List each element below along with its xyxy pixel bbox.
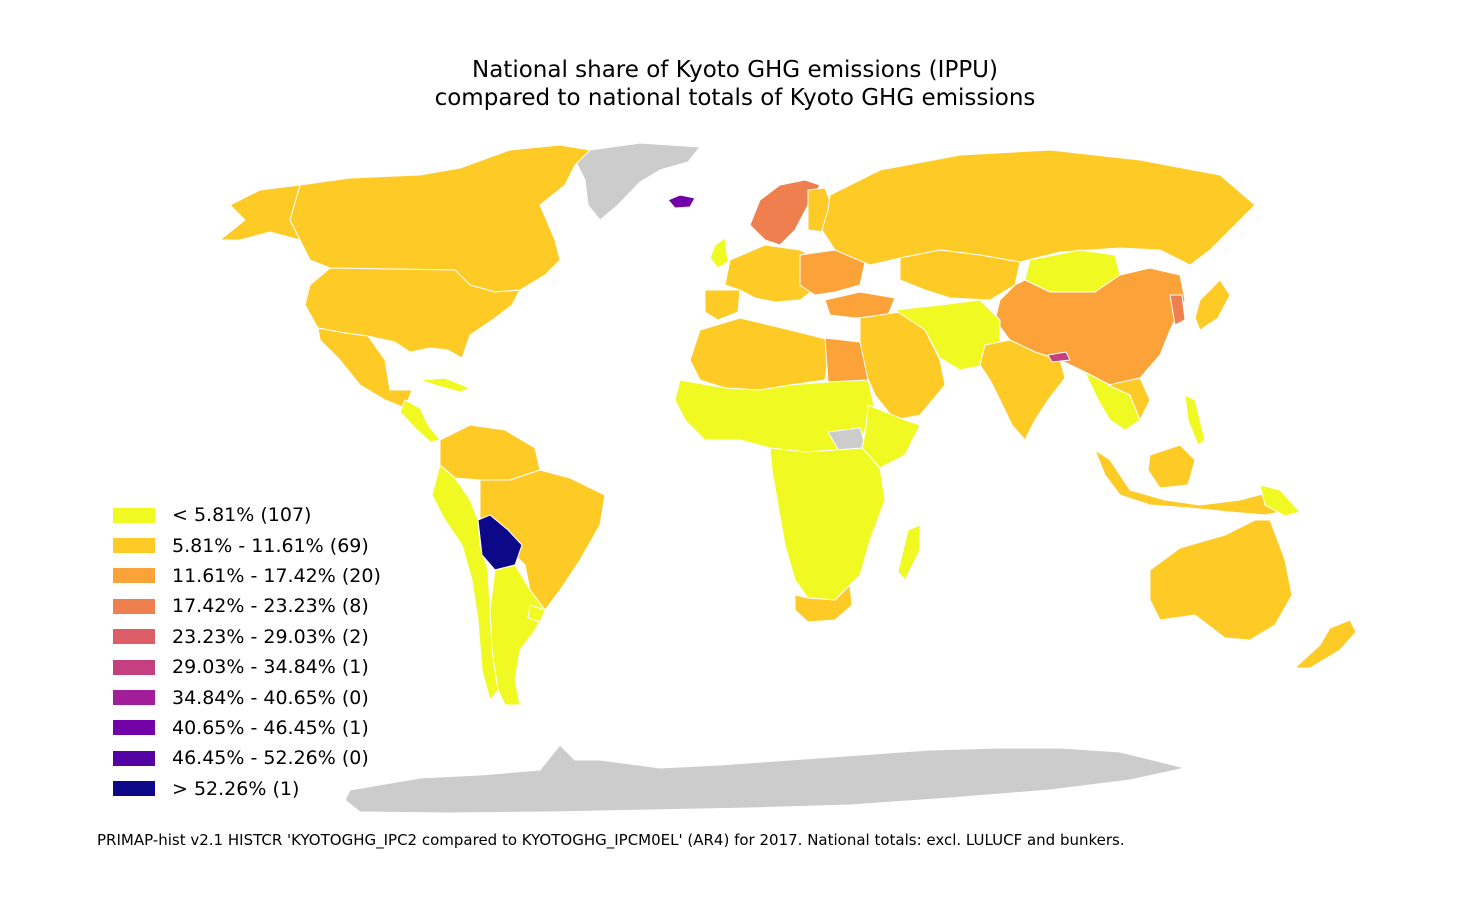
- legend-label: 34.84% - 40.65% (0): [172, 686, 369, 709]
- legend-swatch: [113, 720, 155, 736]
- legend-label: 46.45% - 52.26% (0): [172, 747, 369, 770]
- region-uruguay: [527, 604, 546, 623]
- legend-item: 46.45% - 52.26% (0): [113, 743, 381, 773]
- legend-item: 40.65% - 46.45% (1): [113, 713, 381, 743]
- legend-item: 23.23% - 29.03% (2): [113, 622, 381, 652]
- legend-item: 34.84% - 40.65% (0): [113, 682, 381, 712]
- region-philippines: [1184, 394, 1206, 446]
- legend-swatch: [113, 659, 155, 675]
- legend-label: 23.23% - 29.03% (2): [172, 625, 369, 648]
- legend-swatch: [113, 568, 155, 584]
- region-central-asia: [899, 249, 1021, 301]
- map-title-line-2: compared to national totals of Kyoto GHG…: [434, 85, 1036, 111]
- region-western-europe: [724, 244, 821, 303]
- legend-swatch: [113, 750, 155, 766]
- legend-label: > 52.26% (1): [172, 777, 300, 800]
- region-australia: [1149, 519, 1293, 641]
- legend-label: 11.61% - 17.42% (20): [172, 564, 381, 587]
- region-iberia: [704, 289, 741, 321]
- legend-item: 11.61% - 17.42% (20): [113, 561, 381, 591]
- region-new-zealand: [1294, 619, 1357, 669]
- region-nepal: [1047, 351, 1071, 363]
- legend-item: < 5.81% (107): [113, 500, 381, 530]
- region-canada: [289, 144, 591, 293]
- region-south-america-north: [439, 424, 541, 481]
- region-horn-of-africa: [861, 404, 921, 469]
- legend-label: 5.81% - 11.61% (69): [172, 534, 369, 557]
- region-bolivia: [477, 514, 523, 571]
- legend-item: 29.03% - 34.84% (1): [113, 652, 381, 682]
- region-japan: [1194, 279, 1231, 331]
- region-greenland: [574, 142, 701, 221]
- legend-item: 5.81% - 11.61% (69): [113, 530, 381, 560]
- legend-label: < 5.81% (107): [172, 504, 312, 527]
- region-iceland: [667, 194, 696, 209]
- region-north-africa: [689, 317, 831, 391]
- region-central-america: [399, 399, 441, 443]
- region-india: [979, 339, 1066, 441]
- region-mexico: [317, 327, 413, 409]
- legend-swatch: [113, 538, 155, 554]
- region-central-africa: [769, 447, 886, 601]
- legend-item: 17.42% - 23.23% (8): [113, 591, 381, 621]
- legend-label: 17.42% - 23.23% (8): [172, 595, 369, 618]
- legend-swatch: [113, 629, 155, 645]
- region-uk: [709, 237, 729, 269]
- legend-swatch: [113, 690, 155, 706]
- region-south-africa: [794, 584, 853, 623]
- region-madagascar: [897, 524, 921, 581]
- region-borneo: [1147, 444, 1196, 489]
- region-caribbean: [419, 377, 471, 393]
- legend-label: 40.65% - 46.45% (1): [172, 716, 369, 739]
- region-russia: [821, 149, 1256, 266]
- map-legend: < 5.81% (107) 5.81% - 11.61% (69) 11.61%…: [113, 500, 381, 804]
- map-title: National share of Kyoto GHG emissions (I…: [0, 56, 1470, 112]
- legend-swatch: [113, 781, 155, 797]
- region-indochina: [1107, 377, 1151, 421]
- region-argentina: [489, 564, 546, 706]
- legend-swatch: [113, 598, 155, 614]
- source-note: PRIMAP-hist v2.1 HISTCR 'KYOTOGHG_IPC2 c…: [97, 831, 1125, 849]
- map-title-line-1: National share of Kyoto GHG emissions (I…: [472, 57, 998, 83]
- region-alaska: [219, 184, 301, 241]
- legend-item: > 52.26% (1): [113, 774, 381, 804]
- legend-swatch: [113, 507, 155, 523]
- legend-label: 29.03% - 34.84% (1): [172, 656, 369, 679]
- region-papua: [1259, 484, 1301, 517]
- region-korea: [1169, 294, 1186, 326]
- region-antarctica: [344, 744, 1186, 814]
